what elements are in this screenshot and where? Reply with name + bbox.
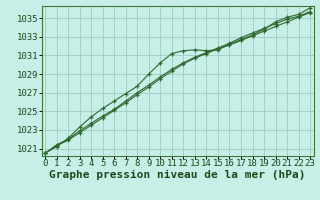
X-axis label: Graphe pression niveau de la mer (hPa): Graphe pression niveau de la mer (hPa) (49, 170, 306, 180)
